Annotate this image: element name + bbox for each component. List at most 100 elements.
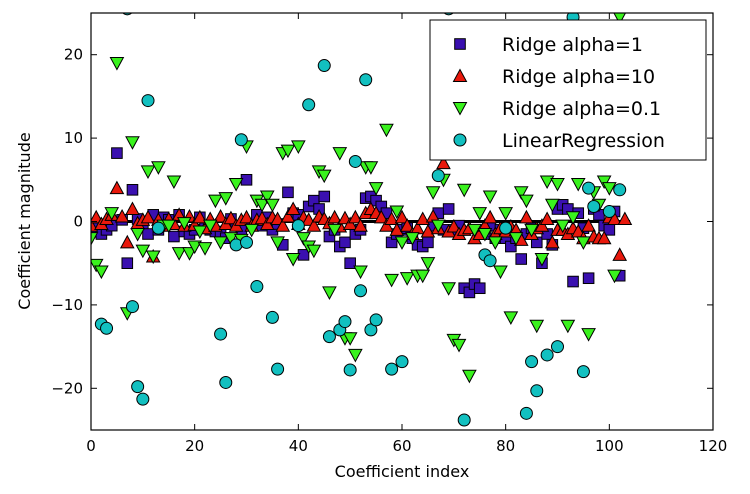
data-point [567,275,579,288]
data-point [576,365,590,379]
data-point [499,221,513,235]
data-point [111,147,123,159]
data-point [446,218,462,233]
data-point [317,59,331,73]
data-point [607,269,622,284]
data-point [353,218,368,232]
data-point [389,205,405,220]
data-point [265,198,280,213]
data-point [109,57,125,71]
data-point [430,219,446,234]
data-point [399,218,415,232]
data-point [348,209,363,224]
axes: 0 20 40 60 80 100 120 −20 −10 0 10 20 [51,12,727,455]
data-point [240,235,253,249]
legend: Ridge alpha=1 Ridge alpha=10 Ridge alpha=0… [429,19,707,161]
data-point [91,232,99,246]
data-point [187,240,203,255]
data-point [218,192,234,206]
data-point [259,190,275,205]
data-point [539,211,555,226]
data-point [166,175,182,190]
data-point [121,257,134,269]
data-point [539,175,555,190]
data-point [151,221,165,235]
data-point [171,247,187,261]
data-point [140,209,156,224]
legend-label: Ridge alpha=10 [502,66,655,88]
data-point [405,232,420,246]
data-point [457,413,471,427]
chart-marks [91,13,633,427]
data-point [219,375,233,389]
legend-marker [452,68,468,83]
legend-label: LinearRegression [502,130,665,152]
data-point [135,244,151,259]
data-point [389,222,405,236]
data-point [525,355,539,369]
data-point [364,323,378,337]
data-point [581,328,596,342]
series-ridge-alpha-10 [91,155,633,263]
data-point [100,321,114,335]
y-axis-label: Coefficient magnitude [15,132,34,309]
x-tick-label: 0 [86,437,96,455]
x-tick-label: 80 [496,437,515,455]
data-point [519,209,534,224]
data-point [613,183,627,197]
data-point [359,73,373,87]
data-point [477,227,493,242]
data-point [519,406,533,420]
data-point [290,140,306,154]
data-point [472,207,488,221]
data-point [126,184,139,196]
data-point [131,380,145,394]
data-point [582,181,596,195]
data-point [322,330,336,344]
data-point [354,284,368,298]
data-point [581,218,596,232]
data-point [529,319,545,334]
data-point [441,282,456,296]
data-point [202,219,218,234]
data-point [565,211,581,225]
data-point [587,199,601,213]
x-tick-label: 40 [289,437,308,455]
data-point [570,177,586,192]
legend-label: Ridge alpha=1 [502,34,643,56]
data-point [513,186,529,200]
data-point [142,228,154,240]
data-point [223,210,239,225]
data-point [114,208,130,223]
data-point [394,209,410,224]
data-point [176,217,192,231]
data-point [338,315,352,329]
data-point [254,198,270,213]
data-point [379,123,394,138]
data-point [613,13,627,25]
data-point [239,209,254,224]
x-tick-label: 20 [185,437,204,455]
data-point [353,265,368,280]
y-tick-label: 20 [64,46,83,64]
y-tick-label: 0 [73,213,83,231]
data-point [259,216,275,231]
x-tick-label: 100 [595,437,624,455]
data-point [192,225,208,240]
y-tick-label: −10 [51,296,83,314]
data-point [306,244,322,259]
data-point [282,186,294,199]
data-point [109,180,125,195]
data-point [271,362,285,376]
data-point [208,194,223,209]
data-point [306,218,322,232]
data-point [482,209,498,224]
data-point [240,174,253,186]
data-point [596,230,612,245]
data-point [451,338,467,353]
data-point [601,182,617,196]
data-point [420,257,436,271]
legend-marker [452,101,468,116]
data-point [369,313,383,327]
